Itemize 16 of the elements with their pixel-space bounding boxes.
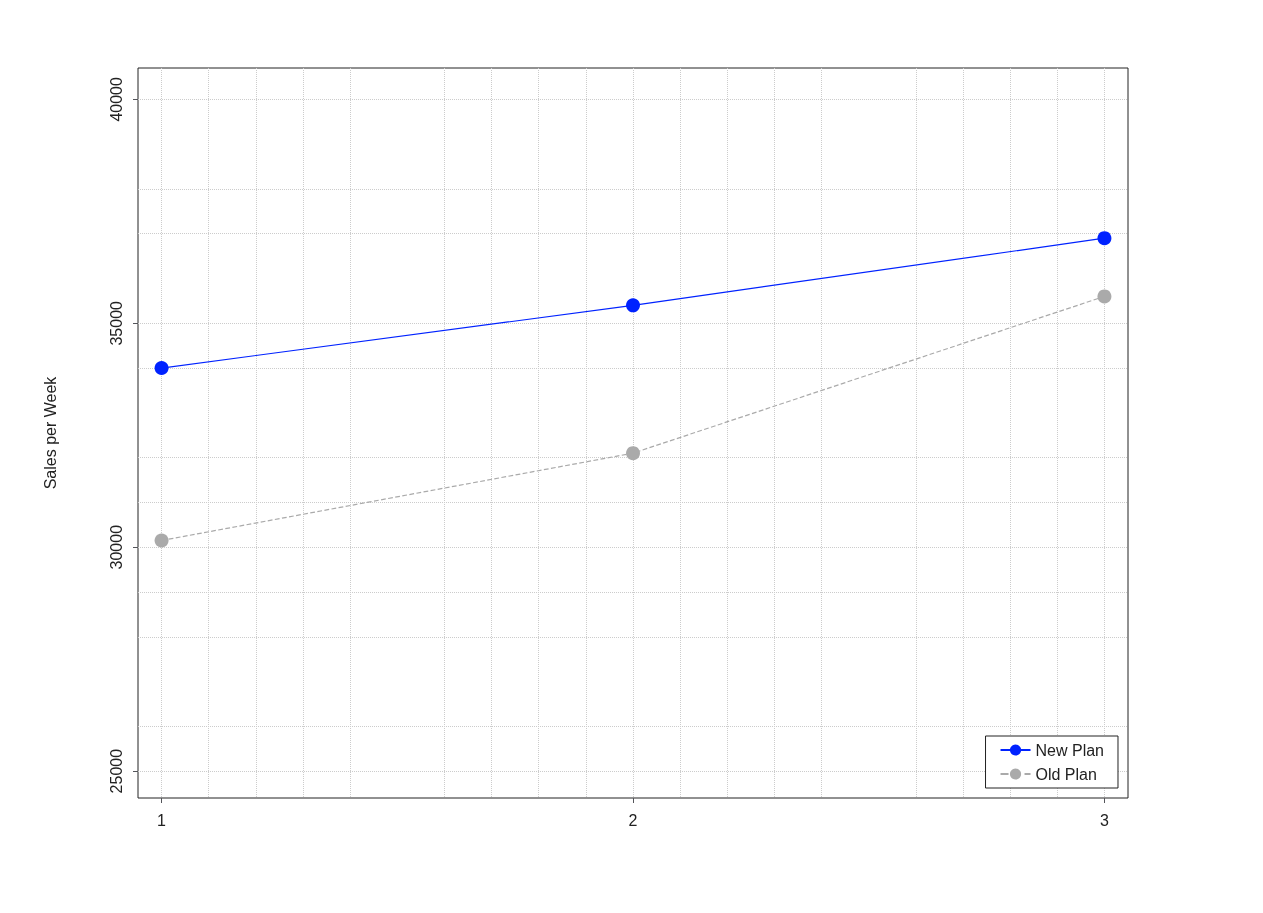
x-tick-label: 1 <box>157 811 167 829</box>
y-tick-label: 35000 <box>107 300 125 346</box>
legend-label: Old Plan <box>1035 765 1097 783</box>
point <box>626 298 640 313</box>
x-tick-label: 2 <box>628 811 638 829</box>
x-tick-label: 3 <box>1099 811 1109 829</box>
point <box>1097 231 1112 246</box>
y-tick-label: 25000 <box>107 748 125 794</box>
legend-label: New Plan <box>1035 741 1105 759</box>
point <box>1097 289 1112 304</box>
point <box>154 361 169 376</box>
y-axis-title: Sales per Week <box>41 375 59 490</box>
y-tick-label: 30000 <box>107 524 125 570</box>
point <box>154 533 169 548</box>
y-tick-label: 40000 <box>107 77 125 122</box>
point <box>626 446 640 461</box>
